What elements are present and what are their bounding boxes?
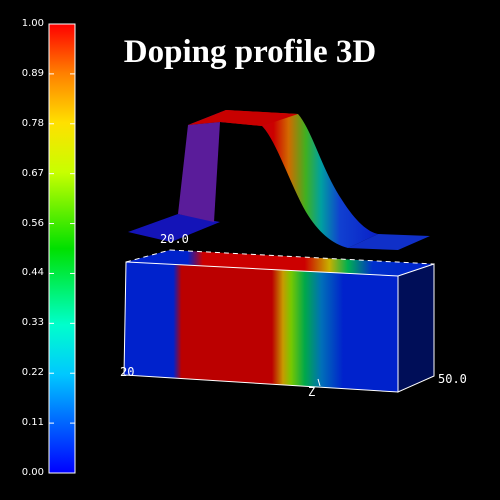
profile-surface	[128, 110, 430, 250]
surface-left-flat	[128, 214, 220, 242]
colorbar-tick-label: 0.00	[21, 467, 44, 478]
surface-front-wall	[178, 122, 220, 222]
box-left-back-edge	[125, 249, 171, 263]
surface-right-flat	[348, 234, 430, 250]
box-side-face	[398, 264, 434, 392]
colorbar-tick-label: 0.67	[21, 167, 44, 179]
colorbar-tick-label: 0.33	[21, 317, 44, 329]
box-side-outline	[397, 263, 435, 393]
surface-top-band	[188, 110, 298, 126]
surface-top-ridge	[188, 110, 378, 248]
colorbar-tick-label: 0.56	[21, 217, 44, 229]
z-axis-label: Z	[308, 385, 316, 399]
colorbar-tick-label: 0.11	[21, 417, 44, 429]
colorbar	[48, 23, 76, 474]
box-top-back-edge	[169, 249, 435, 265]
colorbar-tick-label: 1.00	[21, 18, 44, 29]
colorbar-tick-label: 0.89	[21, 67, 44, 79]
colorbar-tick-label: 0.78	[21, 117, 44, 129]
box-top-face	[126, 250, 434, 276]
doping-box	[123, 249, 435, 393]
box-front-face	[124, 262, 398, 392]
colorbar-ticks	[49, 23, 75, 474]
z-axis-tick	[317, 378, 321, 387]
top-face-ticklabel: 20.0	[160, 232, 189, 246]
colorbar-tick-label: 0.22	[21, 367, 44, 379]
left-ticklabel: 20	[120, 365, 135, 379]
colorbar-tick-label: 0.44	[21, 267, 44, 279]
right-ticklabel: 50.0	[438, 372, 467, 386]
chart-title: Doping profile 3D	[123, 34, 377, 70]
